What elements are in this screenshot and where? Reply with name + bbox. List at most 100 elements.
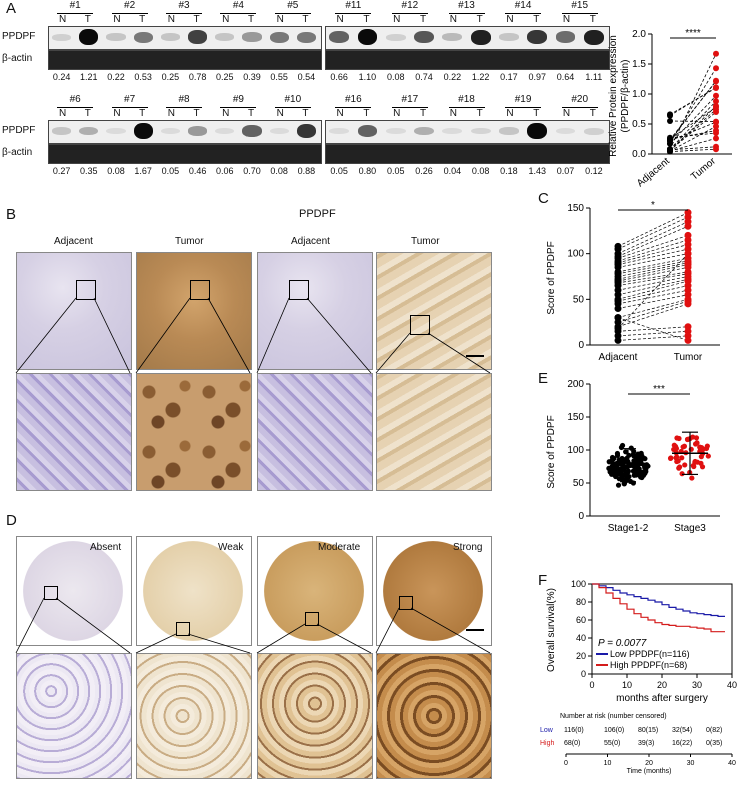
ppdpf-band — [385, 33, 406, 41]
stage3-point — [698, 454, 704, 460]
lane-label-n: N — [336, 108, 344, 119]
y-tick-label: 0.0 — [632, 149, 646, 160]
x-tick-label: Stage1-2 — [608, 523, 649, 534]
y-axis-label: Score of PPDPF — [546, 415, 557, 488]
ppdpf-band — [470, 29, 491, 45]
lane-label-t: T — [302, 14, 309, 25]
pair-line — [669, 100, 717, 150]
ratio-value: 0.64 — [556, 72, 575, 82]
sample-underline — [220, 13, 257, 14]
lane-label-t: T — [476, 108, 483, 119]
sample-label: #16 — [344, 94, 362, 105]
y-tick-label: 100 — [571, 579, 586, 589]
risk-value: 116(0) — [564, 727, 584, 734]
ihc-b-adjacent-2-high — [257, 373, 373, 491]
ratio-value: 0.18 — [500, 166, 518, 176]
panel-b-label-1: Adjacent — [54, 236, 93, 247]
adjacent-point — [614, 325, 622, 333]
pair-line — [617, 253, 689, 329]
lane-label-t: T — [363, 108, 370, 119]
ratio-value: 0.97 — [528, 72, 546, 82]
ppdpf-band — [106, 127, 126, 135]
lane-label-t: T — [476, 14, 483, 25]
sample-label: #17 — [401, 94, 419, 105]
ppdpf-band — [188, 126, 208, 136]
lane-label-n: N — [562, 108, 571, 119]
adjacent-point — [667, 118, 673, 124]
tumor-point — [713, 103, 719, 109]
row-label-actin: β-actin — [2, 53, 33, 64]
row-label-ppdpf: PPDPF — [2, 125, 36, 136]
stage3-point — [700, 446, 706, 452]
pair-line — [617, 335, 689, 341]
ratio-value: 0.26 — [415, 166, 433, 176]
sample-label: #9 — [232, 94, 244, 105]
ratio-value: 0.55 — [270, 72, 288, 82]
pair-line — [669, 126, 717, 152]
ppdpf-band — [215, 127, 235, 135]
risk-table-title: Number at risk (number censored) — [560, 713, 667, 720]
tma-weak — [136, 536, 252, 646]
ppdpf-band — [269, 31, 289, 43]
adjacent-point — [614, 336, 622, 344]
lane-label-n: N — [449, 14, 457, 25]
lane-label-n: N — [506, 108, 514, 119]
ppdpf-band — [242, 32, 262, 42]
tumor-point — [713, 98, 719, 105]
pair-line — [617, 225, 689, 257]
sample-underline — [505, 107, 542, 108]
risk-value: 0(35) — [706, 740, 722, 747]
ppdpf-band — [414, 126, 434, 136]
blot-actin — [325, 144, 610, 164]
tumor-point — [713, 77, 719, 84]
stage12-point — [614, 452, 621, 459]
ppdpf-band — [106, 33, 126, 41]
panel-label-f: F — [538, 572, 548, 589]
ihc-b-tumor-1-high — [136, 373, 252, 491]
pair-line — [669, 95, 717, 145]
ppdpf-band — [499, 127, 519, 135]
pair-line — [617, 267, 689, 282]
panel-d-label-absent: Absent — [90, 542, 122, 553]
lane-label-n: N — [113, 108, 121, 119]
sample-label: #6 — [69, 94, 81, 105]
chart-e-score-stage: 0 50 100 150 200 Score of PPDPF *** Stage1-2 Sta… — [546, 379, 720, 534]
ratio-value: 0.35 — [80, 166, 98, 176]
stage3-point — [704, 443, 710, 449]
tma-moderate-zoom — [257, 653, 373, 779]
km-curve — [592, 583, 725, 633]
ratio-value: 0.66 — [330, 72, 348, 82]
tumor-point — [713, 65, 719, 72]
ratio-value: 0.54 — [297, 72, 316, 82]
ratio-value: 1.21 — [80, 72, 98, 82]
km-curve — [592, 583, 725, 617]
ratio-value: 0.24 — [52, 72, 71, 82]
stage3-point — [705, 453, 711, 459]
pair-line — [669, 121, 717, 142]
stage12-point — [619, 458, 625, 464]
stage3-point — [694, 440, 700, 446]
pair-line — [617, 244, 689, 264]
tumor-point — [713, 50, 719, 57]
sample-label: #1 — [69, 0, 81, 11]
ihc-b-tumor-1-low — [136, 252, 252, 370]
stage12-point — [610, 456, 616, 462]
ratio-value: 0.25 — [216, 72, 234, 82]
ppdpf-band — [470, 127, 491, 135]
lane-label-t: T — [302, 108, 309, 119]
x-axis-label: months after surgery — [616, 693, 708, 704]
risk-value: 32(54) — [672, 727, 692, 734]
pair-line — [617, 235, 689, 259]
panel-b-label-2: Tumor — [175, 236, 204, 247]
sample-underline — [335, 13, 372, 14]
risk-value: 68(0) — [564, 740, 580, 747]
tumor-point — [713, 135, 719, 142]
sample-label: #5 — [287, 0, 299, 11]
y-tick-label: 0 — [578, 340, 584, 351]
lane-label-t: T — [193, 108, 200, 119]
stage3-point — [679, 455, 685, 461]
sample-underline — [166, 107, 202, 108]
pair-line — [617, 278, 689, 296]
ratio-value: 0.74 — [415, 72, 433, 82]
x-tick-label: 10 — [622, 680, 632, 690]
